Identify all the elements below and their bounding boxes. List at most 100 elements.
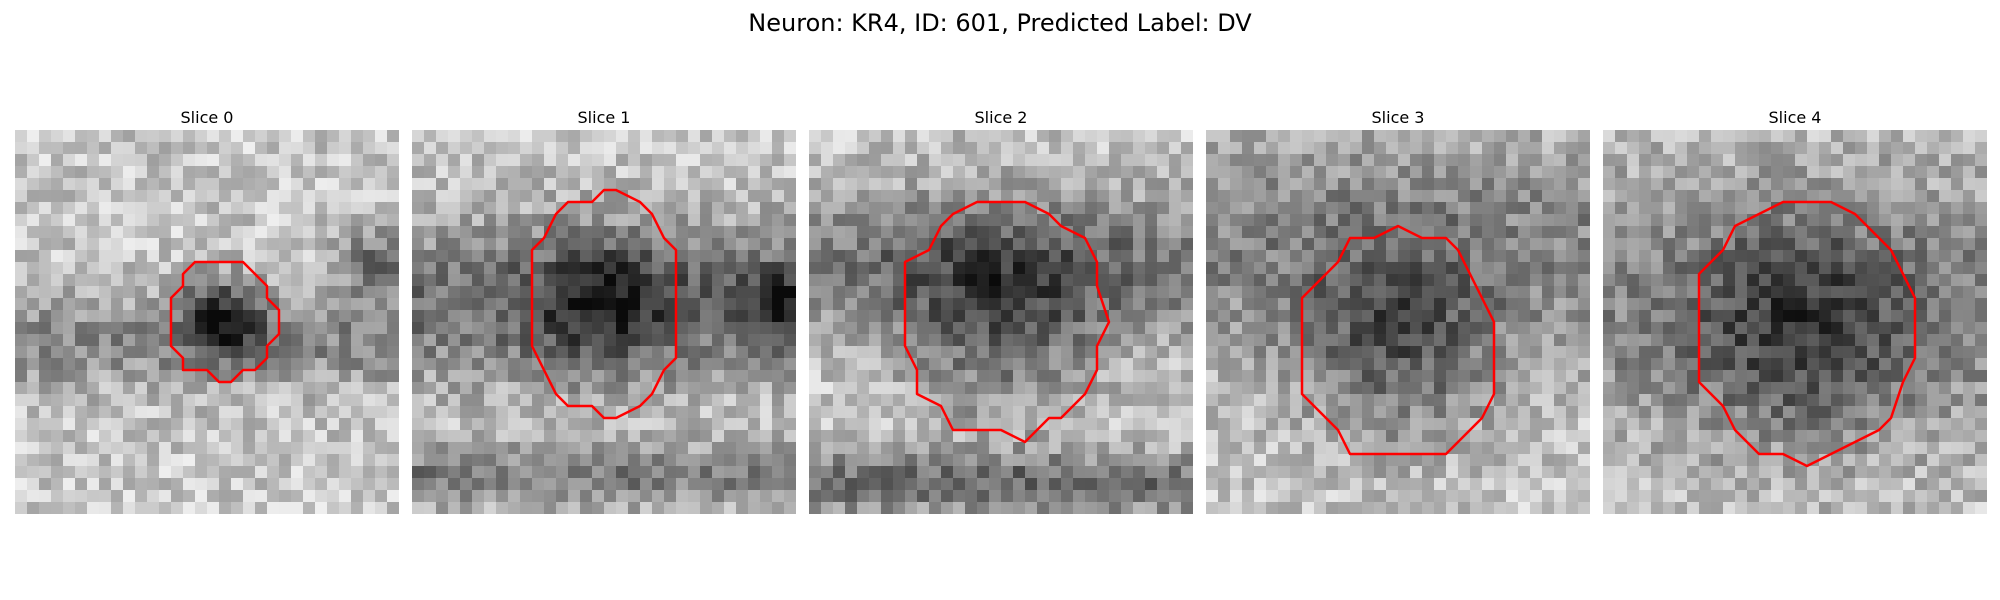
pixel [748, 430, 761, 443]
pixel [1181, 142, 1193, 155]
pixel [1410, 346, 1423, 359]
pixel [1578, 190, 1590, 203]
pixel [772, 502, 785, 514]
pixel [929, 274, 942, 287]
pixel [27, 274, 40, 287]
pixel [1181, 214, 1193, 227]
pixel [1675, 262, 1688, 275]
pixel [1001, 154, 1014, 167]
pixel [75, 298, 88, 311]
pixel [1266, 502, 1279, 514]
pixel [1073, 346, 1086, 359]
pixel [628, 286, 641, 299]
pixel [748, 370, 761, 383]
pixel [1181, 262, 1193, 275]
pixel [1506, 298, 1519, 311]
pixel [63, 466, 76, 479]
pixel [51, 250, 64, 263]
pixel [51, 286, 64, 299]
pixel [1061, 430, 1074, 443]
pixel [1181, 454, 1193, 467]
pixel [821, 430, 834, 443]
pixel [291, 322, 304, 335]
pixel [1831, 358, 1844, 371]
pixel [279, 166, 292, 179]
pixel [159, 142, 172, 155]
pixel [568, 382, 581, 395]
pixel [1109, 130, 1122, 143]
pixel [1795, 322, 1808, 335]
pixel [544, 190, 557, 203]
pixel [1446, 274, 1459, 287]
pixel [869, 454, 882, 467]
pixel [1218, 454, 1231, 467]
pixel [1181, 370, 1193, 383]
pixel [1218, 490, 1231, 503]
pixel [1494, 190, 1507, 203]
pixel [195, 178, 208, 191]
pixel [1566, 190, 1579, 203]
pixel [436, 154, 449, 167]
pixel [1302, 250, 1315, 263]
pixel [1855, 322, 1868, 335]
pixel [941, 394, 954, 407]
pixel [1506, 394, 1519, 407]
pixel [1037, 358, 1050, 371]
pixel [243, 274, 256, 287]
pixel [303, 298, 316, 311]
pixel [1747, 262, 1760, 275]
pixel [267, 190, 280, 203]
pixel [1109, 238, 1122, 251]
pixel [1458, 346, 1471, 359]
pixel [1290, 310, 1303, 323]
pixel [664, 190, 677, 203]
pixel [520, 322, 533, 335]
pixel [291, 382, 304, 395]
pixel [27, 238, 40, 251]
pixel [760, 466, 773, 479]
pixel [809, 130, 822, 143]
pixel [700, 442, 713, 455]
pixel [99, 406, 112, 419]
pixel [1121, 346, 1134, 359]
pixel [1939, 226, 1952, 239]
pixel [1615, 430, 1628, 443]
pixel [1771, 310, 1784, 323]
pixel [375, 382, 388, 395]
pixel [99, 130, 112, 143]
pixel [1085, 322, 1098, 335]
pixel [1314, 442, 1327, 455]
pixel [580, 430, 593, 443]
pixel [1951, 430, 1964, 443]
pixel [123, 466, 136, 479]
pixel [532, 334, 545, 347]
pixel [1278, 358, 1291, 371]
pixel [1747, 382, 1760, 395]
pixel [436, 202, 449, 215]
pixel [424, 214, 437, 227]
pixel [1121, 178, 1134, 191]
pixel [1879, 406, 1892, 419]
pixel [1903, 154, 1916, 167]
pixel [1338, 286, 1351, 299]
pixel [1434, 142, 1447, 155]
pixel [207, 346, 220, 359]
pixel [1807, 130, 1820, 143]
pixel [1951, 226, 1964, 239]
pixel [1506, 346, 1519, 359]
pixel [1326, 466, 1339, 479]
pixel [1242, 418, 1255, 431]
pixel [1109, 214, 1122, 227]
pixel [809, 394, 822, 407]
pixel [1578, 310, 1590, 323]
pixel [724, 466, 737, 479]
pixel [1254, 406, 1267, 419]
pixel [183, 442, 196, 455]
pixel [1482, 214, 1495, 227]
pixel [303, 334, 316, 347]
pixel [243, 226, 256, 239]
pixel [1242, 394, 1255, 407]
pixel [207, 202, 220, 215]
pixel [1338, 478, 1351, 491]
pixel [1097, 478, 1110, 491]
